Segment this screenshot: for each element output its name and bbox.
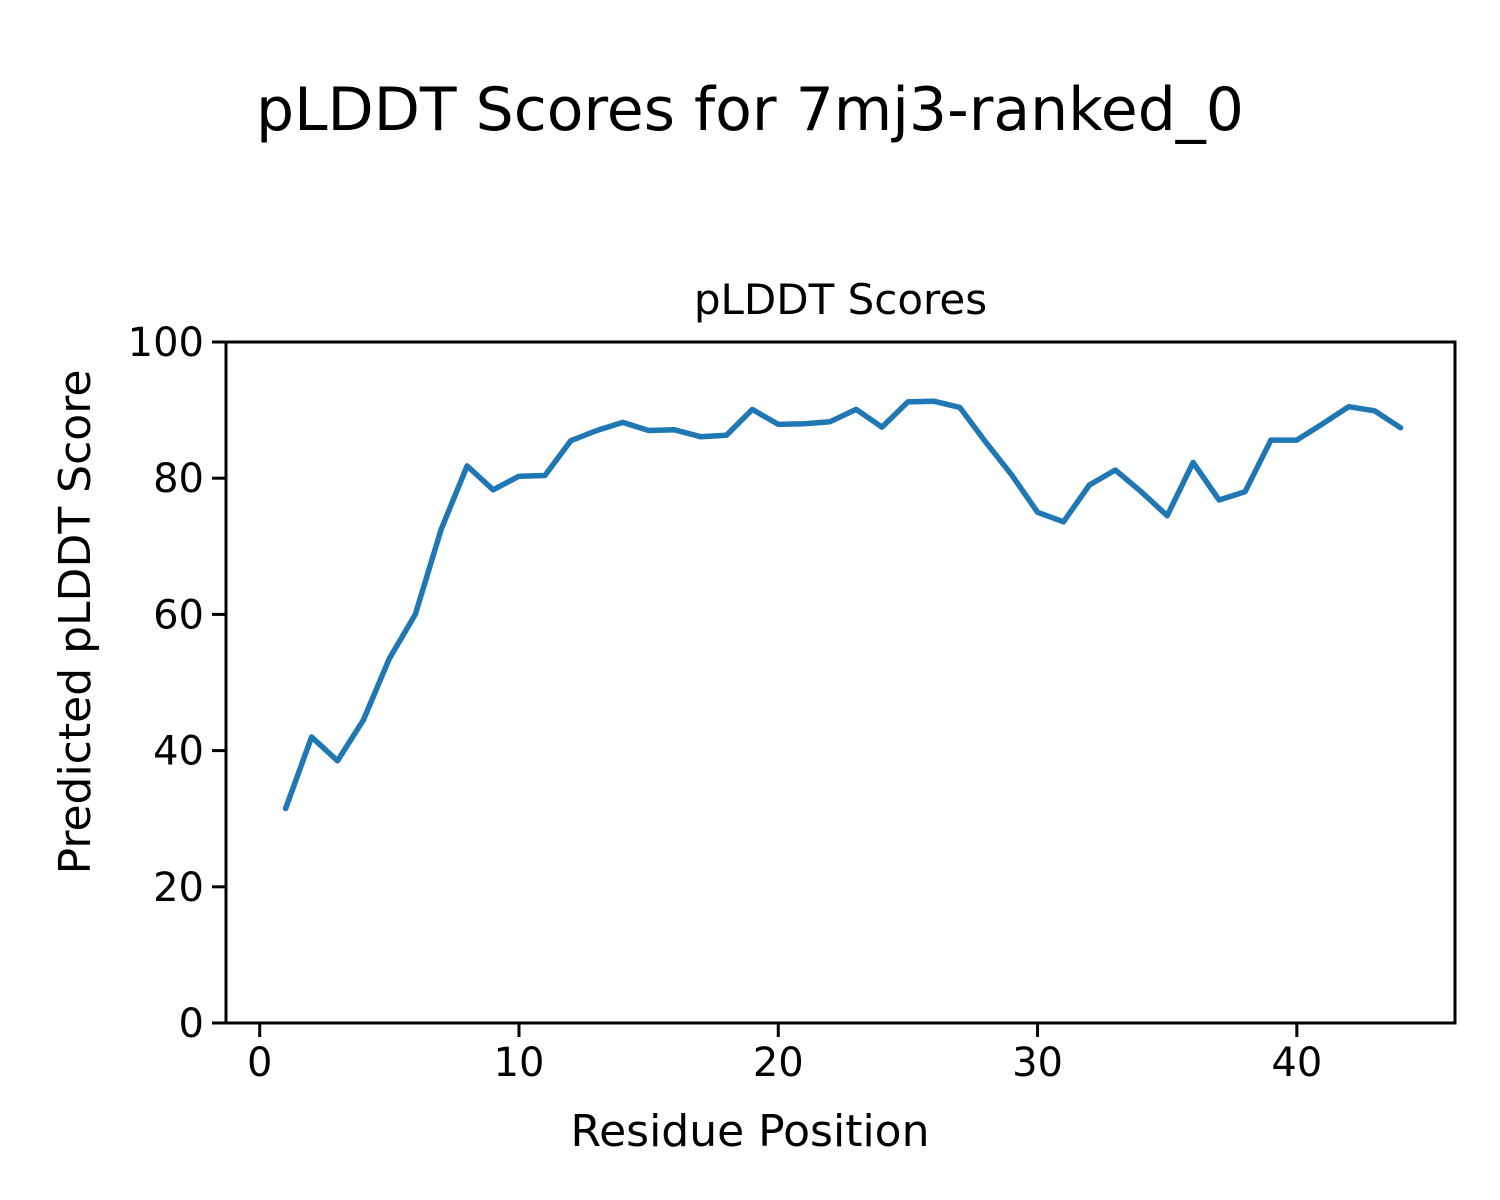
plddt-line bbox=[282, 398, 1404, 812]
x-axis-label: Residue Position bbox=[570, 1106, 930, 1157]
y-tick-label: 0 bbox=[179, 1001, 204, 1047]
x-tick-label: 0 bbox=[247, 1040, 272, 1086]
y-tick-label: 20 bbox=[153, 865, 204, 911]
axes-spines bbox=[224, 340, 1457, 1025]
y-tick-label: 80 bbox=[153, 456, 204, 502]
x-tick-label: 20 bbox=[753, 1040, 804, 1086]
y-tick-label: 100 bbox=[128, 320, 204, 366]
x-tick-label: 40 bbox=[1271, 1040, 1322, 1086]
y-tick-label: 60 bbox=[153, 592, 204, 638]
y-tick-label: 40 bbox=[153, 729, 204, 775]
figure-suptitle: pLDDT Scores for 7mj3-ranked_0 bbox=[256, 75, 1244, 145]
x-tick-label: 30 bbox=[1012, 1040, 1063, 1086]
axes-title: pLDDT Scores bbox=[693, 275, 988, 324]
x-tick-label: 10 bbox=[494, 1040, 545, 1086]
